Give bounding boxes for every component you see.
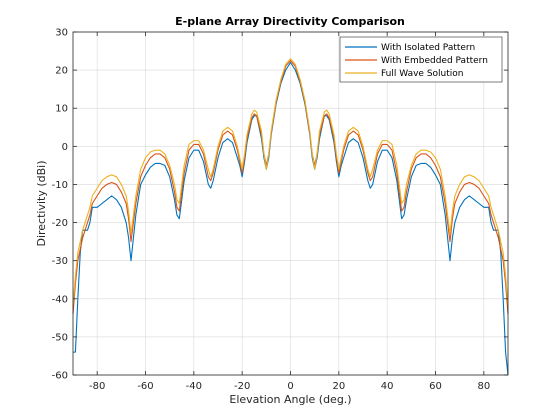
y-tick-label: 10 [55, 104, 68, 115]
y-tick-label: -60 [52, 371, 68, 382]
y-axis-label: Directivity (dBi) [35, 160, 48, 246]
chart-title: E-plane Array Directivity Comparison [175, 15, 405, 28]
y-tick-label: -50 [52, 332, 68, 343]
y-tick-label: 0 [62, 142, 68, 153]
x-tick-label: -40 [186, 381, 202, 392]
series-line-isolated [73, 61, 509, 376]
x-tick-label: 0 [287, 381, 293, 392]
x-tick-label: 20 [332, 381, 345, 392]
legend: With Isolated Pattern With Embedded Patt… [339, 36, 503, 83]
x-tick-label: -20 [234, 381, 250, 392]
legend-label-full-wave: Full Wave Solution [381, 69, 463, 79]
series-line-embedded [72, 60, 509, 315]
x-tick-label: 40 [381, 381, 394, 392]
axis-ticks: -80 -60 -40 -20 0 20 40 60 80 -60 -50 -40 -30 -20 -10 0… [52, 28, 508, 392]
series-group [72, 58, 509, 376]
series-line-full-wave [72, 58, 509, 307]
y-tick-label: -40 [52, 294, 68, 305]
y-tick-label: -30 [52, 256, 68, 267]
x-tick-label: -60 [137, 381, 153, 392]
y-tick-label: 20 [55, 66, 68, 77]
x-tick-label: 60 [429, 381, 442, 392]
x-axis-label: Elevation Angle (deg.) [229, 393, 351, 406]
x-tick-label: 80 [477, 381, 490, 392]
legend-label-embedded: With Embedded Pattern [381, 56, 488, 66]
y-tick-label: -20 [52, 218, 68, 229]
legend-label-isolated: With Isolated Pattern [381, 43, 475, 53]
x-tick-label: -80 [89, 381, 105, 392]
y-tick-label: -10 [52, 180, 68, 191]
y-tick-label: 30 [55, 28, 68, 39]
